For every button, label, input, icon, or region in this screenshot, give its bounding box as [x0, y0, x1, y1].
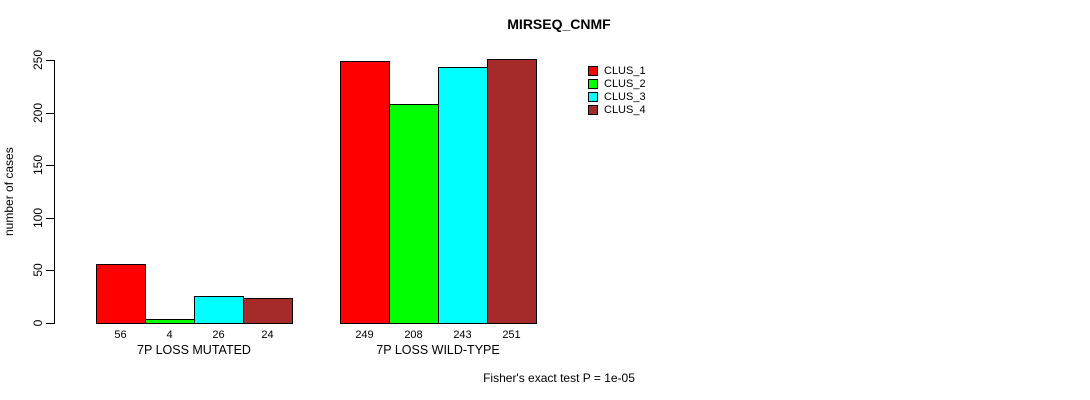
y-tick-label: 150 — [31, 155, 45, 176]
bar-CLUS_3 — [194, 296, 244, 324]
bar-CLUS_1 — [340, 61, 390, 324]
bar-CLUS_4 — [243, 298, 293, 324]
legend-item-CLUS_4: CLUS_4 — [588, 104, 646, 116]
bar-value-label: 249 — [355, 329, 374, 341]
chart-title: MIRSEQ_CNMF — [507, 16, 611, 32]
y-tick-mark — [46, 112, 54, 114]
y-tick-label: 50 — [31, 263, 45, 278]
y-tick-label: 0 — [31, 319, 45, 327]
bar-CLUS_4 — [487, 59, 537, 324]
legend-label: CLUS_1 — [604, 65, 646, 77]
legend-item-CLUS_1: CLUS_1 — [588, 65, 646, 77]
legend-item-CLUS_3: CLUS_3 — [588, 91, 646, 103]
y-tick-label: 200 — [31, 102, 45, 123]
legend-swatch-icon — [588, 105, 598, 115]
bar-value-label: 56 — [114, 329, 127, 341]
legend-label: CLUS_4 — [604, 104, 646, 116]
group-label: 7P LOSS MUTATED — [137, 343, 251, 357]
legend: CLUS_1 CLUS_2 CLUS_3 CLUS_4 — [588, 66, 646, 118]
bar-value-label: 26 — [212, 329, 225, 341]
y-tick-mark — [46, 323, 54, 324]
legend-swatch-icon — [588, 79, 598, 89]
annotation-fisher-test: Fisher's exact test P = 1e-05 — [483, 371, 635, 385]
y-axis-line — [54, 60, 55, 324]
y-tick-mark — [46, 217, 54, 219]
legend-label: CLUS_3 — [604, 91, 646, 103]
legend-item-CLUS_2: CLUS_2 — [588, 78, 646, 90]
bar-value-label: 251 — [502, 329, 521, 341]
y-tick-label: 100 — [31, 207, 45, 228]
bar-CLUS_3 — [438, 67, 488, 324]
legend-swatch-icon — [588, 92, 598, 102]
bar-CLUS_1 — [96, 264, 146, 324]
bar-CLUS_2 — [389, 104, 439, 324]
y-axis-label: number of cases — [2, 147, 16, 236]
legend-swatch-icon — [588, 66, 598, 76]
legend-label: CLUS_2 — [604, 78, 646, 90]
bar-value-label: 208 — [404, 329, 423, 341]
bar-value-label: 24 — [261, 329, 274, 341]
bar-CLUS_2 — [145, 319, 195, 324]
y-tick-mark — [46, 270, 54, 272]
bar-value-label: 243 — [453, 329, 472, 341]
group-label: 7P LOSS WILD-TYPE — [376, 343, 500, 357]
y-tick-mark — [46, 165, 54, 167]
y-tick-label: 250 — [31, 49, 45, 71]
bar-value-label: 4 — [166, 329, 173, 341]
y-tick-mark — [46, 60, 54, 61]
